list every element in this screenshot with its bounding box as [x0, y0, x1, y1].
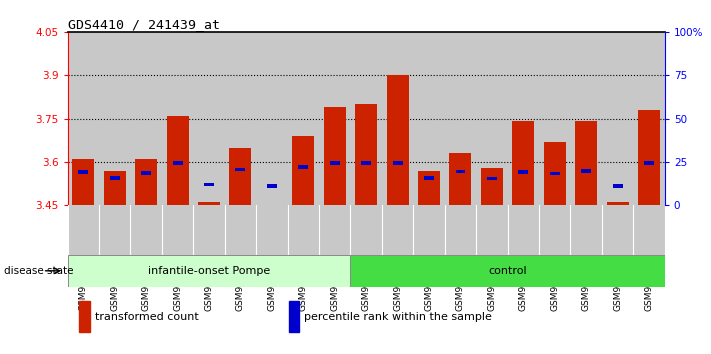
Bar [476, 32, 508, 205]
Bar [235, 167, 245, 171]
Bar [330, 161, 340, 165]
Bar [173, 161, 183, 165]
Bar [387, 75, 409, 205]
Bar [456, 170, 466, 173]
Bar [109, 176, 119, 180]
Text: GDS4410 / 241439_at: GDS4410 / 241439_at [68, 18, 220, 31]
Bar [392, 161, 402, 165]
Bar [550, 172, 560, 176]
Text: transformed count: transformed count [95, 312, 199, 322]
Bar [513, 121, 535, 205]
Bar [634, 32, 665, 205]
Bar [445, 32, 476, 205]
Bar [299, 165, 309, 169]
Bar [287, 32, 319, 205]
Bar [230, 148, 252, 205]
Text: disease state: disease state [4, 266, 73, 276]
Bar [166, 116, 188, 205]
Bar [225, 32, 256, 205]
Bar [162, 32, 193, 205]
Bar [644, 161, 654, 165]
Bar [356, 104, 377, 205]
Bar [99, 32, 130, 205]
Text: percentile rank within the sample: percentile rank within the sample [304, 312, 492, 322]
Bar [204, 183, 214, 187]
Bar [382, 32, 413, 205]
Bar [351, 32, 382, 205]
Bar [544, 142, 566, 205]
Bar [481, 168, 503, 205]
Bar [104, 171, 126, 205]
Bar [141, 171, 151, 175]
Bar [424, 176, 434, 180]
Bar [582, 169, 591, 172]
Text: infantile-onset Pompe: infantile-onset Pompe [148, 266, 270, 276]
Bar [68, 255, 351, 287]
Bar [638, 110, 660, 205]
Bar [289, 301, 299, 332]
Bar [508, 32, 539, 205]
Bar [292, 136, 314, 205]
Bar [613, 184, 623, 188]
Bar [319, 32, 351, 205]
Bar [78, 170, 88, 174]
Bar [575, 121, 597, 205]
Bar [80, 301, 90, 332]
Bar [130, 32, 162, 205]
Text: control: control [488, 266, 527, 276]
Bar [135, 159, 157, 205]
Bar [68, 32, 99, 205]
Bar [361, 161, 371, 165]
Bar [606, 202, 629, 205]
Bar [413, 32, 445, 205]
Bar [193, 32, 225, 205]
Bar [198, 202, 220, 205]
Bar [73, 159, 95, 205]
Bar [449, 153, 471, 205]
Bar [267, 184, 277, 188]
Bar [487, 177, 497, 180]
Bar [324, 107, 346, 205]
Bar [418, 171, 440, 205]
Bar [570, 32, 602, 205]
Bar [256, 32, 287, 205]
Bar [602, 32, 634, 205]
Bar [518, 170, 528, 174]
Bar [351, 255, 665, 287]
Bar [539, 32, 570, 205]
